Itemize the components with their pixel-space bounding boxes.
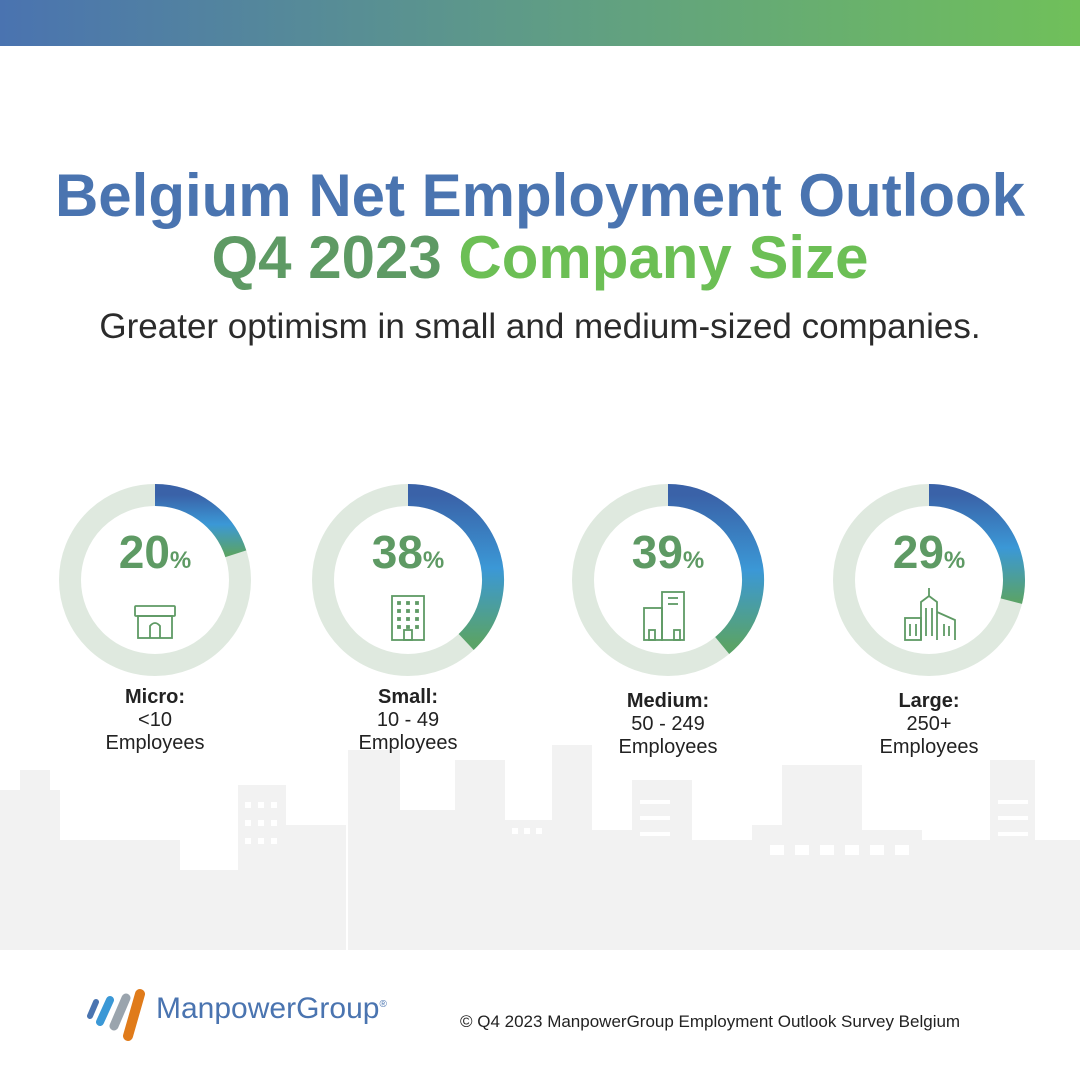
registered-mark: ® <box>379 999 387 1010</box>
city-buildings-icon <box>904 588 956 641</box>
brand-name: ManpowerGroup® <box>156 992 387 1026</box>
title-quarter: Q4 2023 <box>211 224 442 291</box>
logo-mark-icon <box>87 989 145 1041</box>
category-range: 250+ <box>906 713 952 735</box>
donut-value-label-4: 29% <box>893 526 966 578</box>
top-gradient-bar <box>0 0 1080 46</box>
category-unit: Employees <box>879 736 979 758</box>
title-line-2: Q4 2023 Company Size <box>0 224 1080 292</box>
manpowergroup-logo: ManpowerGroup® <box>84 986 404 1046</box>
category-name: Medium: <box>626 690 710 712</box>
title-line-1: Belgium Net Employment Outlook <box>54 162 1026 229</box>
donut-value-label-1: 20% <box>119 526 192 578</box>
category-unit: Employees <box>105 732 205 754</box>
office-building-icon <box>391 595 425 641</box>
category-label-2: Small: 10 - 49 Employees <box>308 686 508 755</box>
category-name: Micro: <box>125 686 185 708</box>
storefront-icon <box>134 605 176 639</box>
donut-value-arc-3 <box>667 484 764 654</box>
brand-text: ManpowerGroup <box>156 992 380 1025</box>
donut-charts: 20% 38% 39% 29% <box>59 484 1025 676</box>
category-range: <10 <box>138 709 172 731</box>
donut-value-arc-2 <box>407 484 504 650</box>
two-buildings-icon <box>643 591 685 641</box>
donut-value-arc-1 <box>154 484 247 558</box>
category-name: Large: <box>898 690 960 712</box>
donut-value-label-2: 38% <box>372 526 445 578</box>
category-unit: Employees <box>618 736 718 758</box>
copyright-text: © Q4 2023 ManpowerGroup Employment Outlo… <box>460 1012 961 1031</box>
title-company-size: Company Size <box>458 224 869 291</box>
category-label-1: Micro: <10 Employees <box>55 686 255 755</box>
donut-value-label-3: 39% <box>632 526 705 578</box>
category-range: 50 - 249 <box>631 713 705 735</box>
donut-value-arc-4 <box>928 484 1025 604</box>
city-skyline-background <box>0 745 1080 950</box>
category-label-4: Large: 250+ Employees <box>829 690 1029 759</box>
category-range: 10 - 49 <box>376 709 440 731</box>
category-unit: Employees <box>358 732 458 754</box>
category-label-3: Medium: 50 - 249 Employees <box>568 690 768 759</box>
subtitle: Greater optimism in small and medium-siz… <box>99 307 981 346</box>
category-name: Small: <box>377 686 439 708</box>
